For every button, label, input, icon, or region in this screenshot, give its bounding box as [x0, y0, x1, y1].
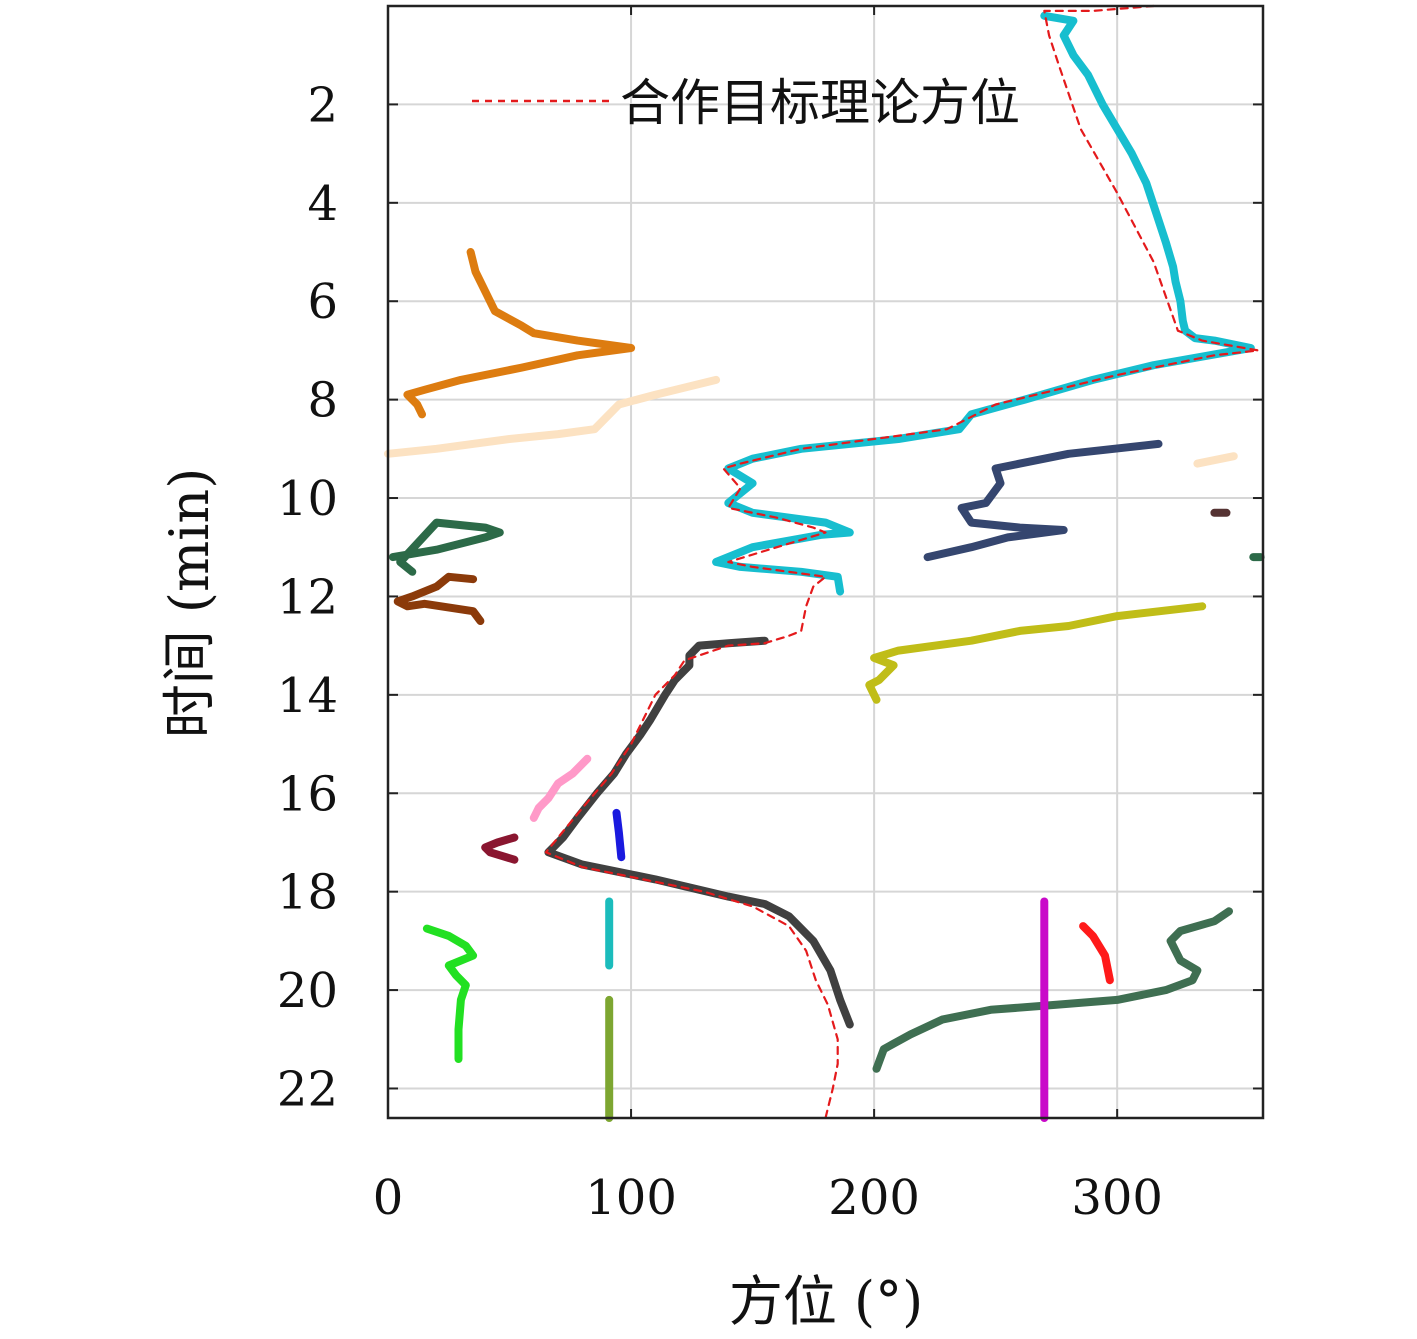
y-tick-label: 18	[277, 865, 338, 921]
y-tick-label: 14	[277, 668, 338, 724]
legend-label: 合作目标理论方位	[620, 74, 1020, 132]
y-tick-label: 12	[277, 569, 338, 625]
track-8	[388, 518, 504, 576]
x-axis-label: 方位 (°)	[729, 1270, 923, 1333]
track-10	[529, 754, 592, 822]
y-tick-label: 22	[277, 1061, 338, 1117]
track-4	[384, 375, 721, 458]
track-12	[612, 808, 626, 862]
track-5	[1193, 452, 1238, 468]
track-16	[422, 924, 478, 1063]
y-tick-label: 20	[277, 963, 338, 1019]
track-7	[865, 602, 1207, 704]
axes	[386, 4, 1265, 1120]
track-13	[872, 907, 1233, 1073]
y-axis-label: 时间 (min)	[158, 468, 221, 739]
track-9	[393, 572, 485, 625]
reference-azimuth-line	[544, 4, 1260, 1120]
legend: 合作目标理论方位	[472, 74, 1020, 132]
track-2	[544, 636, 854, 1029]
track-3	[403, 248, 636, 419]
y-tick-label: 6	[307, 274, 338, 330]
x-tick-label: 200	[828, 1170, 920, 1226]
x-tick-label: 0	[373, 1170, 404, 1226]
track-11	[481, 833, 519, 864]
y-tick-label: 4	[307, 176, 338, 232]
y-tick-label: 10	[277, 471, 338, 527]
y-tick-label: 8	[307, 373, 338, 429]
tick-labels: 0 100 200 300 2 4 6 8 10 12 14 16 18 20 22	[277, 77, 1163, 1226]
x-tick-label: 100	[585, 1170, 677, 1226]
track-6	[923, 439, 1163, 562]
x-tick-label: 300	[1071, 1170, 1163, 1226]
y-tick-label: 2	[307, 77, 338, 133]
track-15	[1079, 922, 1114, 985]
plot-frame	[386, 4, 1265, 1120]
grid	[388, 6, 1263, 1118]
track-1	[712, 11, 1255, 596]
y-tick-label: 16	[277, 766, 338, 822]
series-layer	[384, 4, 1265, 1122]
